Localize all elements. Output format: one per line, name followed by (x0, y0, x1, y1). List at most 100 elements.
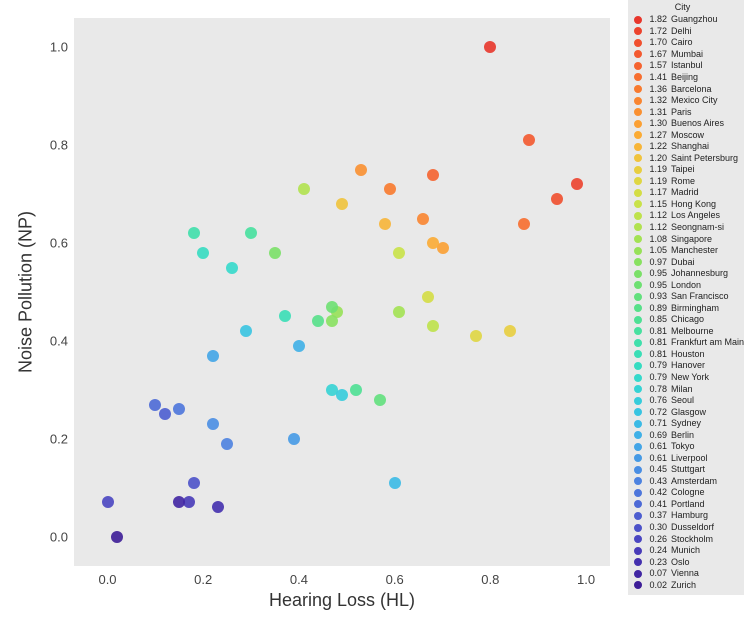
legend-swatch (634, 339, 642, 347)
legend-city-label: Rome (671, 177, 695, 186)
legend-item: 0.72Glasgow (628, 406, 744, 418)
legend-swatch (634, 385, 642, 393)
legend-value: 1.27 (645, 131, 667, 140)
legend-item: 1.57Istanbul (628, 60, 744, 72)
legend-item: 0.93San Francisco (628, 291, 744, 303)
scatter-point (293, 340, 305, 352)
scatter-point (389, 477, 401, 489)
legend-value: 1.22 (645, 142, 667, 151)
scatter-point (470, 330, 482, 342)
scatter-point (197, 247, 209, 259)
legend-item: 0.79 Hanover (628, 360, 744, 372)
legend-swatch (634, 431, 642, 439)
legend-value: 1.05 (645, 246, 667, 255)
legend-item: 1.72Delhi (628, 26, 744, 38)
scatter-point (518, 218, 530, 230)
legend-item: 0.26Stockholm (628, 533, 744, 545)
legend-title: City (675, 2, 691, 12)
legend-item: 1.36Barcelona (628, 83, 744, 95)
legend-value: 1.57 (645, 61, 667, 70)
y-tick-label: 1.0 (42, 40, 68, 55)
legend-value: 0.02 (645, 581, 667, 590)
legend-value: 1.19 (645, 165, 667, 174)
y-axis-label: Noise Pollution (NP) (16, 211, 37, 373)
scatter-point (427, 169, 439, 181)
scatter-point (111, 531, 123, 543)
scatter-point (207, 418, 219, 430)
legend-item: 0.43Amsterdam (628, 476, 744, 488)
legend-value: 0.95 (645, 281, 667, 290)
legend-city-label: Taipei (671, 165, 695, 174)
legend-swatch (634, 27, 642, 35)
scatter-point (393, 247, 405, 259)
scatter-point (240, 325, 252, 337)
x-tick-label: 0.2 (194, 572, 212, 587)
legend-swatch (634, 212, 642, 220)
legend-swatch (634, 39, 642, 47)
legend-city-label: Chicago (671, 315, 704, 324)
legend-city-label: San Francisco (671, 292, 729, 301)
legend-item: 0.95 London (628, 279, 744, 291)
scatter-point (279, 310, 291, 322)
legend-swatch (634, 73, 642, 81)
legend-value: 1.19 (645, 177, 667, 186)
legend-item: 1.12Seongnam-si (628, 222, 744, 234)
legend-swatch (634, 16, 642, 24)
legend-city-label: Saint Petersburg (671, 154, 738, 163)
y-tick-label: 0.2 (42, 431, 68, 446)
legend-city-label: Amsterdam (671, 477, 717, 486)
legend-swatch (634, 235, 642, 243)
legend-item: 1.15Hong Kong (628, 199, 744, 211)
legend-city-label: Hanover (671, 361, 705, 370)
legend-swatch (634, 350, 642, 358)
legend-swatch (634, 143, 642, 151)
legend-swatch (634, 189, 642, 197)
legend-city-label: Stuttgart (671, 465, 705, 474)
legend-value: 1.15 (645, 200, 667, 209)
scatter-point (336, 389, 348, 401)
scatter-point (417, 213, 429, 225)
legend-swatch (634, 200, 642, 208)
legend-swatch (634, 166, 642, 174)
legend-value: 0.81 (645, 350, 667, 359)
plot-area (74, 18, 610, 566)
scatter-point (427, 237, 439, 249)
legend-city-label: Dubai (671, 258, 695, 267)
legend-city-label: Hamburg (671, 511, 708, 520)
legend-city-label: Berlin (671, 431, 694, 440)
legend-item: 0.61Liverpool (628, 453, 744, 465)
legend-swatch (634, 108, 642, 116)
legend-city-label: Guangzhou (671, 15, 718, 24)
legend-swatch (634, 97, 642, 105)
legend-city-label: Liverpool (671, 454, 708, 463)
legend-swatch (634, 443, 642, 451)
legend-value: 0.61 (645, 442, 667, 451)
legend-city-label: Mexico City (671, 96, 718, 105)
x-axis-label: Hearing Loss (HL) (269, 590, 415, 611)
scatter-point (188, 477, 200, 489)
legend-swatch (634, 535, 642, 543)
legend-swatch (634, 408, 642, 416)
legend-item: 0.30Dusseldorf (628, 522, 744, 534)
legend-item: 0.23Oslo (628, 556, 744, 568)
legend-swatch (634, 512, 642, 520)
legend-swatch (634, 397, 642, 405)
legend-swatch (634, 304, 642, 312)
legend-value: 0.23 (645, 558, 667, 567)
legend-value: 0.69 (645, 431, 667, 440)
legend-value: 0.95 (645, 269, 667, 278)
legend-item: 0.37Hamburg (628, 510, 744, 522)
legend-city-label: Milan (671, 385, 693, 394)
legend-city-label: London (671, 281, 701, 290)
legend-item: 1.12Los Angeles (628, 210, 744, 222)
legend-swatch (634, 177, 642, 185)
legend-swatch (634, 327, 642, 335)
legend-value: 0.79 (645, 361, 667, 370)
legend-city-label: Moscow (671, 131, 704, 140)
legend-swatch (634, 120, 642, 128)
legend-value: 0.71 (645, 419, 667, 428)
legend-item: 0.81Melbourne (628, 326, 744, 338)
legend-value: 0.76 (645, 396, 667, 405)
legend-value: 1.36 (645, 85, 667, 94)
legend-city-label: Madrid (671, 188, 699, 197)
